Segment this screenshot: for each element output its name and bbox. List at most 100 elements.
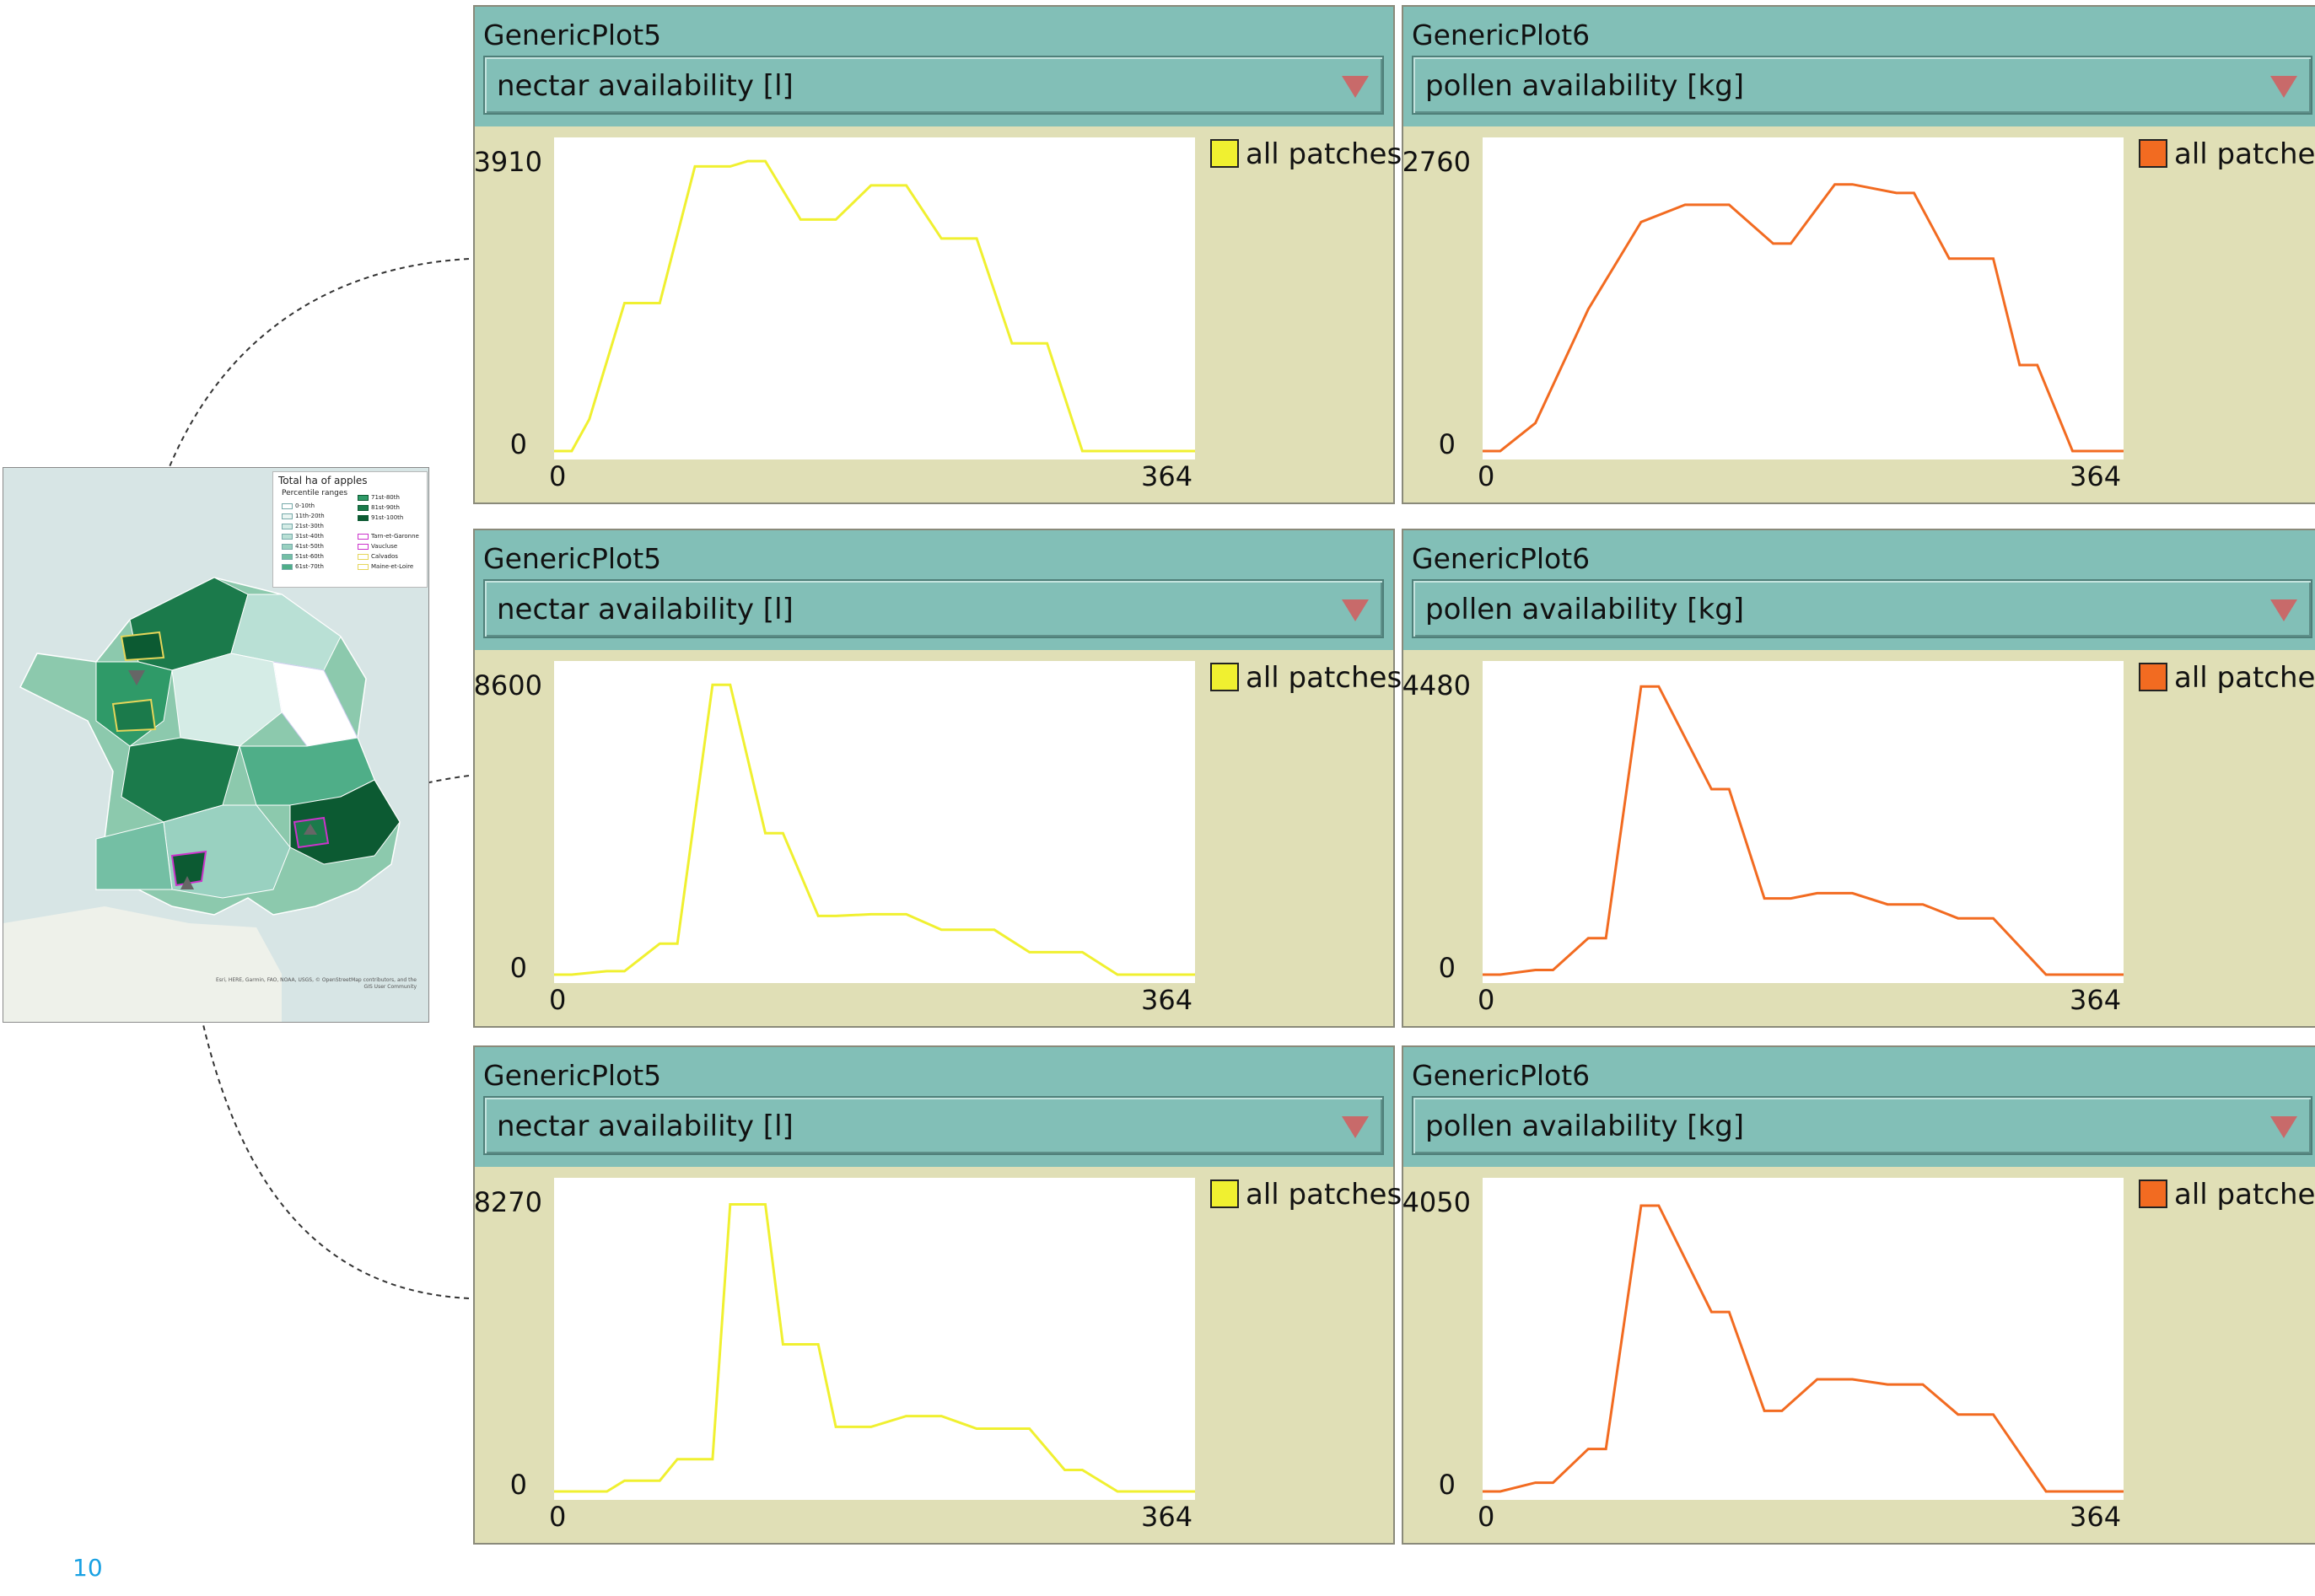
plot-header: GenericPlot5 nectar availability [l] bbox=[475, 7, 1393, 126]
plot-variable-dropdown[interactable]: pollen availability [kg] bbox=[1412, 579, 2312, 638]
dropdown-arrow-icon[interactable] bbox=[2270, 599, 2297, 621]
legend-color-swatch bbox=[358, 504, 369, 511]
legend-item-label: 81st-90th bbox=[371, 504, 400, 511]
series-line-all-patches bbox=[1483, 685, 2124, 976]
dropdown-arrow-icon[interactable] bbox=[1342, 1116, 1369, 1138]
dropdown-value: pollen availability [kg] bbox=[1425, 1110, 1745, 1143]
dropdown-value: nectar availability [l] bbox=[497, 69, 794, 103]
y-axis-max-label: 2760 bbox=[1402, 146, 1471, 178]
legend-color-swatch bbox=[282, 523, 293, 529]
plot-variable-dropdown[interactable]: nectar availability [l] bbox=[483, 579, 1384, 638]
plot-title: GenericPlot6 bbox=[1412, 542, 1591, 575]
map-legend-item: Maine-et-Loire bbox=[358, 563, 413, 571]
legend-color-swatch bbox=[282, 533, 293, 540]
legend-item-label: 51st-60th bbox=[295, 553, 324, 560]
legend-color-swatch bbox=[358, 533, 369, 540]
plot-area bbox=[1483, 661, 2124, 983]
map-legend-item: 41st-50th bbox=[282, 543, 324, 551]
x-axis-max-label: 364 bbox=[2070, 984, 2122, 1016]
plot-widget-2: GenericPlot6 pollen availability [kg] 27… bbox=[1402, 5, 2315, 504]
map-legend: Total ha of apples Percentile ranges 0-1… bbox=[272, 471, 428, 588]
plot-area bbox=[1483, 1178, 2124, 1500]
dropdown-arrow-icon[interactable] bbox=[1342, 76, 1369, 98]
legend-item-label: 21st-30th bbox=[295, 523, 324, 529]
plot-title: GenericPlot5 bbox=[483, 19, 662, 51]
map-legend-title: Total ha of apples bbox=[278, 475, 368, 486]
dropdown-arrow-icon[interactable] bbox=[1342, 599, 1369, 621]
legend-item-label: 91st-100th bbox=[371, 514, 404, 521]
france-apple-map: Total ha of apples Percentile ranges 0-1… bbox=[3, 467, 429, 1023]
x-axis-max-label: 364 bbox=[1141, 1501, 1193, 1533]
y-axis-min-label: 0 bbox=[509, 1469, 527, 1501]
plot-header: GenericPlot5 nectar availability [l] bbox=[475, 1047, 1393, 1167]
legend-swatch bbox=[2139, 1180, 2167, 1208]
legend-color-swatch bbox=[358, 543, 369, 550]
plot-canvas bbox=[1483, 1204, 2124, 1493]
map-legend-item: 51st-60th bbox=[282, 553, 324, 561]
legend-color-swatch bbox=[358, 553, 369, 560]
plot-area bbox=[554, 661, 1195, 983]
map-legend-item: Tarn-et-Garonne bbox=[358, 533, 419, 540]
dropdown-value: pollen availability [kg] bbox=[1425, 69, 1745, 103]
plot-widget-3: GenericPlot5 nectar availability [l] 860… bbox=[473, 529, 1402, 1028]
map-legend-item: 61st-70th bbox=[282, 563, 324, 571]
y-axis-max-label: 4050 bbox=[1402, 1186, 1471, 1218]
y-axis-max-label: 4480 bbox=[1402, 669, 1471, 701]
plot-canvas bbox=[554, 159, 1195, 453]
legend-color-swatch bbox=[282, 502, 293, 509]
legend-color-swatch bbox=[358, 514, 369, 521]
legend-color-swatch bbox=[282, 513, 293, 519]
plot-variable-dropdown[interactable]: nectar availability [l] bbox=[483, 1096, 1384, 1155]
map-legend-item: 21st-30th bbox=[282, 523, 324, 530]
series-line-all-patches bbox=[554, 683, 1195, 976]
map-legend-item: 0-10th bbox=[282, 502, 315, 510]
plot-variable-dropdown[interactable]: pollen availability [kg] bbox=[1412, 56, 2312, 115]
plot-variable-dropdown[interactable]: pollen availability [kg] bbox=[1412, 1096, 2312, 1155]
plot-widget-4: GenericPlot6 pollen availability [kg] 44… bbox=[1402, 529, 2315, 1028]
x-axis-min-label: 0 bbox=[1478, 984, 1495, 1016]
plot-canvas bbox=[1483, 685, 2124, 976]
map-attribution: Esri, HERE, Garmin, FAO, NOAA, USGS, © O… bbox=[215, 977, 417, 990]
legend-swatch bbox=[2139, 139, 2167, 168]
legend-label: all patches bbox=[2174, 661, 2315, 695]
legend-swatch bbox=[1210, 663, 1239, 691]
legend-color-swatch bbox=[282, 553, 293, 560]
y-axis-max-label: 8600 bbox=[473, 669, 542, 701]
legend-item-label: 71st-80th bbox=[371, 494, 400, 501]
plot-variable-dropdown[interactable]: nectar availability [l] bbox=[483, 56, 1384, 115]
plot-canvas bbox=[554, 683, 1195, 976]
x-axis-min-label: 0 bbox=[1478, 1501, 1495, 1533]
plot-widget-5: GenericPlot5 nectar availability [l] 827… bbox=[473, 1045, 1402, 1545]
map-legend-subtitle: Percentile ranges bbox=[282, 489, 348, 497]
x-axis-min-label: 0 bbox=[549, 1501, 567, 1533]
series-line-all-patches bbox=[1483, 183, 2124, 453]
map-legend-item: 71st-80th bbox=[358, 494, 400, 502]
legend-item-label: 11th-20th bbox=[295, 513, 325, 519]
legend-color-swatch bbox=[358, 563, 369, 570]
x-axis-max-label: 364 bbox=[1141, 984, 1193, 1016]
plot-title: GenericPlot6 bbox=[1412, 19, 1591, 51]
legend-swatch bbox=[1210, 139, 1239, 168]
series-line-all-patches bbox=[554, 159, 1195, 453]
legend-swatch bbox=[2139, 663, 2167, 691]
plot-canvas bbox=[1483, 183, 2124, 453]
plot-area bbox=[554, 137, 1195, 459]
x-axis-max-label: 364 bbox=[2070, 1501, 2122, 1533]
plot-header: GenericPlot5 nectar availability [l] bbox=[475, 530, 1393, 650]
y-axis-min-label: 0 bbox=[1438, 1469, 1456, 1501]
series-line-all-patches bbox=[1483, 1204, 2124, 1493]
legend-label: all patches bbox=[1246, 661, 1402, 695]
dropdown-value: nectar availability [l] bbox=[497, 593, 794, 626]
legend-color-swatch bbox=[358, 494, 369, 501]
map-legend-item: 31st-40th bbox=[282, 533, 324, 540]
dropdown-arrow-icon[interactable] bbox=[2270, 76, 2297, 98]
plot-widget-6: GenericPlot6 pollen availability [kg] 40… bbox=[1402, 1045, 2315, 1545]
plot-area bbox=[554, 1178, 1195, 1500]
legend-item-label: 31st-40th bbox=[295, 533, 324, 540]
legend-item-label: Maine-et-Loire bbox=[371, 563, 414, 570]
plot-header: GenericPlot6 pollen availability [kg] bbox=[1403, 1047, 2315, 1167]
dropdown-arrow-icon[interactable] bbox=[2270, 1116, 2297, 1138]
plot-title: GenericPlot6 bbox=[1412, 1059, 1591, 1092]
x-axis-max-label: 364 bbox=[1141, 460, 1193, 492]
y-axis-max-label: 3910 bbox=[473, 146, 542, 178]
